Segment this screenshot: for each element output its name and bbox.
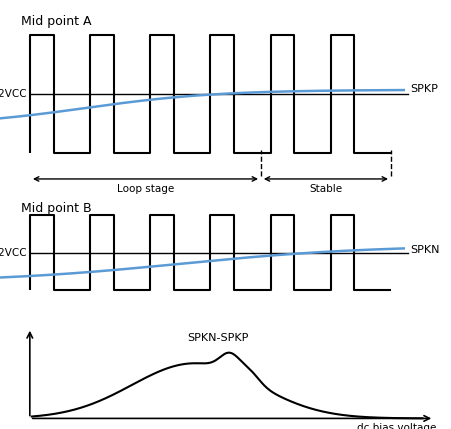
Text: SPKP: SPKP bbox=[410, 84, 438, 94]
Text: 1/2VCC: 1/2VCC bbox=[0, 89, 28, 99]
Text: Mid point B: Mid point B bbox=[22, 202, 92, 215]
Text: Loop stage: Loop stage bbox=[117, 184, 174, 193]
Text: 1/2VCC: 1/2VCC bbox=[0, 248, 28, 257]
Text: SPKN: SPKN bbox=[410, 245, 440, 255]
Text: Mid point A: Mid point A bbox=[22, 15, 92, 27]
Text: Stable: Stable bbox=[309, 184, 342, 193]
Text: SPKN-SPKP: SPKN-SPKP bbox=[188, 333, 249, 343]
Text: dc bias voltage: dc bias voltage bbox=[357, 423, 436, 429]
